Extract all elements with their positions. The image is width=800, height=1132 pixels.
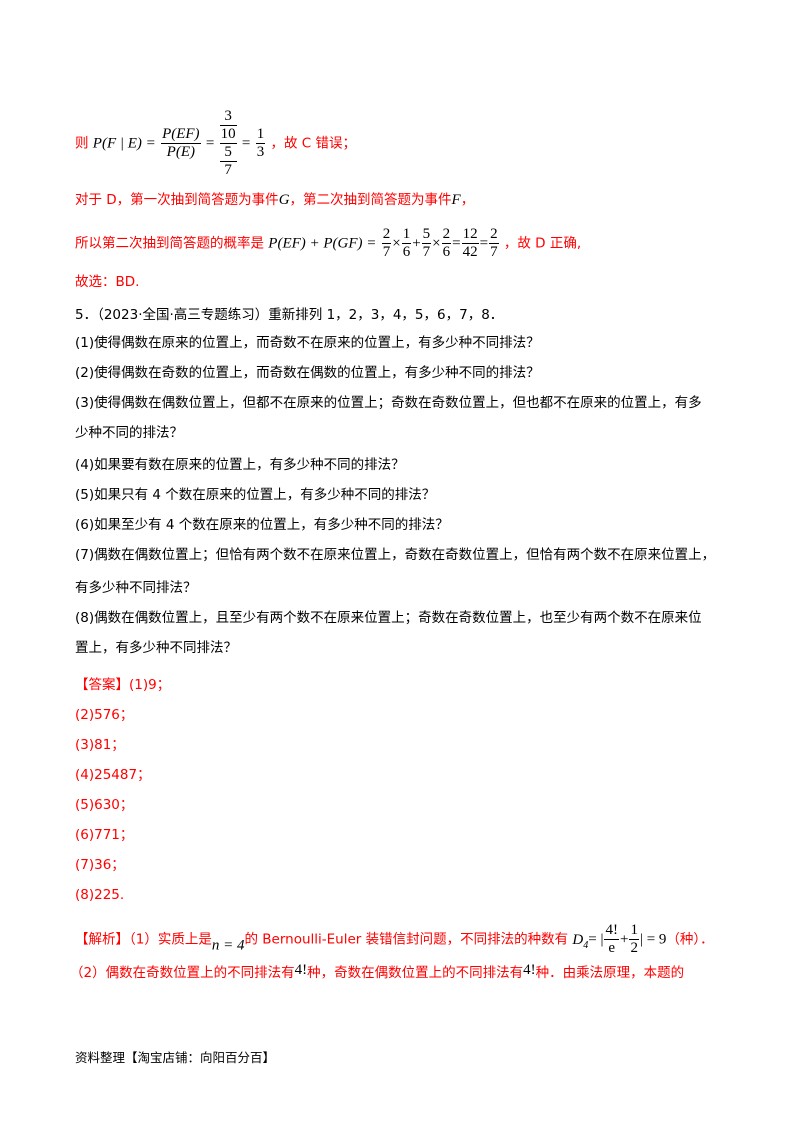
answer-item: (8)225. (75, 887, 125, 903)
analysis-line2: （2）偶数在奇数位置上的不同排法有4!种，奇数在偶数位置上的不同排法有4!种．由… (70, 962, 685, 981)
text: （1）实质上是 (129, 931, 212, 948)
footer: 资料整理【淘宝店铺：向阳百分百】 (75, 1050, 276, 1065)
question-item: 置上，有多少种不同排法？ (75, 640, 237, 656)
answer-item: (1)9； (129, 677, 171, 693)
question-item: (7)偶数在偶数位置上；但恰有两个数不在原来位置上，奇数在奇数位置上，但恰有两个… (75, 547, 716, 563)
answer-item: (4)25487； (75, 767, 151, 783)
text: 对于 D，第一次抽到简答题为事件 (75, 192, 279, 208)
question-item: (4)如果要有数在原来的位置上，有多少种不同的排法？ (75, 457, 405, 473)
text: ， (460, 192, 475, 208)
question-header: 5．（2023·全国·高三专题练习）重新排列 1，2，3，4，5，6，7，8． (75, 307, 504, 323)
answer-item: (7)36； (75, 857, 125, 873)
text: ，故 D 正确, (503, 235, 582, 252)
question-item: 有多少种不同排法？ (75, 580, 197, 596)
text: ，故 C 错误； (270, 135, 356, 152)
fraction: 12 42 (461, 226, 479, 260)
compound-fraction: 3 10 5 7 (219, 108, 237, 178)
text: ，第二次抽到简答题为事件 (289, 192, 452, 208)
answer-label: 【答案】 (75, 677, 129, 693)
text: 所以第二次抽到简答题的概率是 (75, 235, 264, 252)
analysis-label: 【解析】 (75, 931, 129, 948)
text: 的 Bernoulli-Euler 装错信封问题，不同排法的种数有 (244, 931, 569, 948)
text: 则 (75, 135, 89, 152)
solution-d-line1: 对于 D，第一次抽到简答题为事件G，第二次抽到简答题为事件F， (75, 190, 474, 210)
answer-item: (2)576； (75, 707, 134, 723)
question-item: (6)如果至少有 4 个数在原来的位置上，有多少种不同的排法？ (75, 517, 449, 533)
fraction: P(EF) P(E) (161, 126, 201, 160)
math: = (241, 135, 251, 152)
question-item: (3)使得偶数在偶数位置上，但都不在原来的位置上；奇数在奇数位置上，但也都不在原… (75, 395, 702, 411)
math: F (451, 192, 461, 208)
question-item: (1)使得偶数在原来的位置上，而奇数不在原来的位置上，有多少种不同排法？ (75, 335, 540, 351)
question-item: (5)如果只有 4 个数在原来的位置上，有多少种不同的排法？ (75, 487, 436, 503)
question-item: 少种不同的排法？ (75, 425, 183, 441)
answer-item: (3)81； (75, 737, 125, 753)
answer-item: (6)771； (75, 827, 134, 843)
math: D4 (572, 931, 589, 951)
math: P(EF) + P(GF) = (268, 235, 377, 252)
question-item: (8)偶数在偶数位置上，且至少有两个数不在原来位置上；奇数在奇数位置上，也至少有… (75, 610, 702, 626)
math: P(F | E) = (92, 135, 156, 152)
answer-item: (5)630； (75, 797, 134, 813)
math: G (278, 192, 290, 208)
analysis-line1: 【解析】（1）实质上是n = 4的 Bernoulli-Euler 装错信封问题… (75, 922, 714, 956)
choose-line: 故选：BD. (75, 274, 140, 290)
solution-d-line2: 所以第二次抽到简答题的概率是 P(EF) + P(GF) = 2 7 × 1 6 +5 7 ×… (75, 226, 582, 260)
math: n = 4 (211, 937, 245, 954)
text: （种）． (666, 931, 714, 948)
math: = (205, 135, 215, 152)
fraction: 4! e (604, 922, 619, 956)
answer-line: 【答案】(1)9； (75, 675, 170, 695)
question-item: (2)使得偶数在奇数的位置上，而奇数在偶数的位置上，有多少种不同的排法？ (75, 365, 540, 381)
